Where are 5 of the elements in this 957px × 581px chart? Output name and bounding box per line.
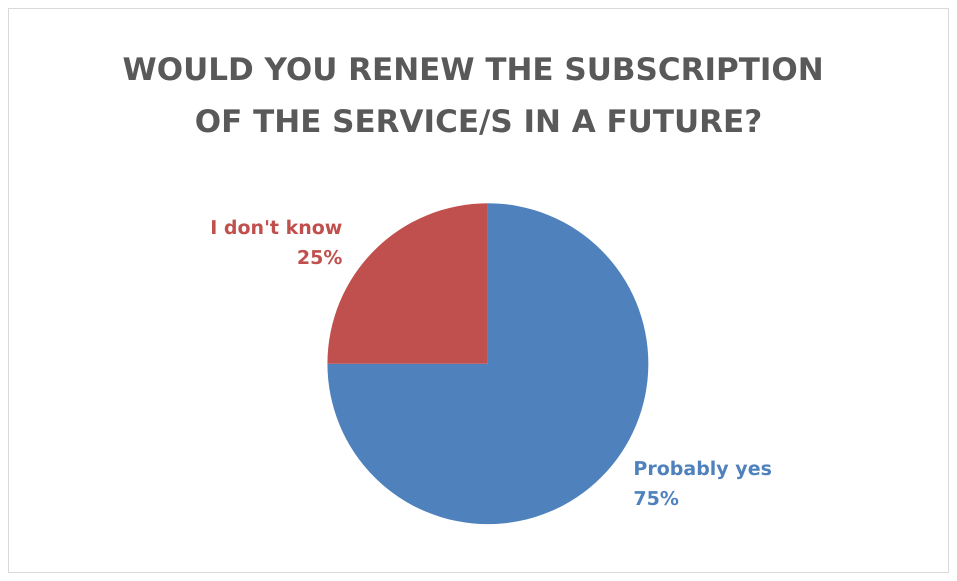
slice-label: I don't know bbox=[210, 217, 342, 240]
chart-title: WOULD YOU RENEW THE SUBSCRIPTION OF THE SERVICE/S IN A FUTURE? bbox=[122, 52, 834, 140]
data-label: 75% bbox=[633, 488, 679, 510]
slice-label: Probably yes bbox=[633, 458, 772, 480]
data-label: 25% bbox=[296, 247, 342, 270]
